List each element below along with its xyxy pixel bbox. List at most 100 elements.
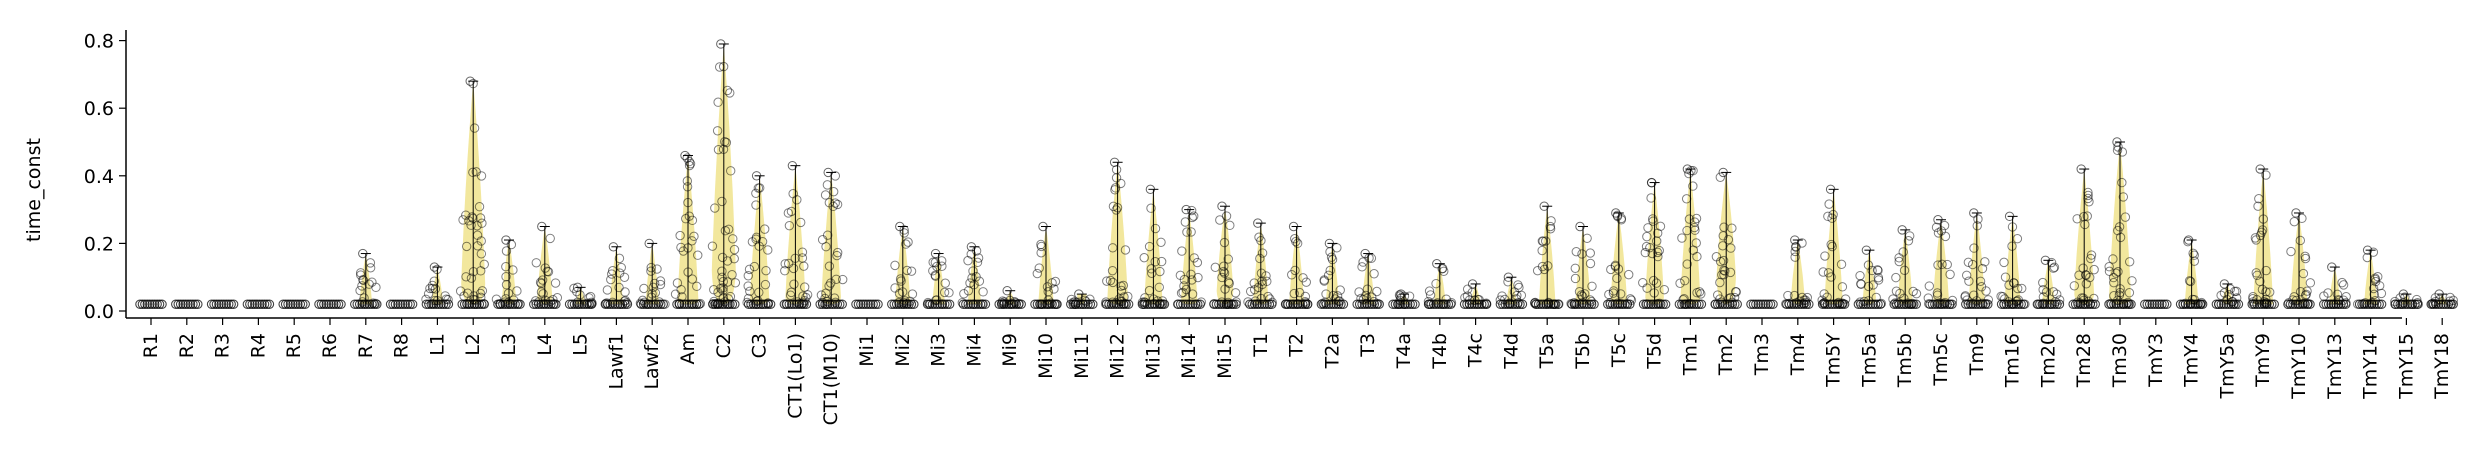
data-point	[365, 263, 376, 273]
data-point	[1175, 299, 1186, 309]
data-point	[259, 299, 270, 309]
data-point	[890, 260, 900, 271]
data-point	[2142, 299, 2152, 309]
y-tick-label: 0.2	[84, 233, 114, 255]
category-group	[1243, 218, 1277, 309]
data-point	[512, 286, 522, 296]
category-group	[1710, 167, 1742, 309]
data-point	[1186, 227, 1196, 237]
data-point	[966, 242, 977, 252]
data-point	[1176, 288, 1187, 298]
data-point	[336, 299, 346, 309]
data-point	[2082, 211, 2092, 221]
data-point	[1971, 296, 1982, 306]
category-group	[2352, 245, 2387, 309]
data-point	[1608, 288, 1619, 298]
data-point	[2298, 268, 2309, 279]
data-point	[432, 264, 442, 275]
data-point	[2338, 280, 2349, 290]
x-tick-label: TmY18	[2431, 333, 2453, 400]
x-tick-label: T1	[1250, 333, 1272, 358]
data-point	[710, 203, 720, 213]
data-point	[1399, 299, 1410, 309]
data-point	[1178, 299, 1188, 309]
data-point	[1223, 254, 1233, 264]
y-axis-label: time_const	[23, 138, 45, 242]
data-point	[1961, 270, 1972, 281]
data-point	[1964, 276, 1974, 286]
data-point	[792, 297, 802, 307]
data-point	[2113, 142, 2123, 152]
data-point	[1049, 284, 1059, 294]
data-point	[464, 299, 474, 309]
data-point	[1838, 298, 1848, 309]
data-point	[508, 265, 518, 275]
data-point	[2445, 292, 2455, 303]
x-tick-label: T4b	[1429, 333, 1451, 370]
data-point	[369, 299, 380, 309]
x-tick-label: R5	[283, 333, 305, 358]
data-point	[357, 281, 367, 291]
data-point	[1187, 289, 1198, 299]
data-point	[1681, 194, 1692, 204]
data-point	[1585, 248, 1595, 258]
data-point	[2083, 190, 2093, 201]
data-point	[1575, 221, 1585, 232]
data-point	[1262, 299, 1272, 309]
data-point	[2115, 284, 2125, 294]
x-tick-label: Tm1	[1679, 333, 1701, 376]
data-point	[2362, 245, 2373, 255]
data-point	[708, 298, 718, 309]
data-point	[868, 299, 878, 309]
data-point	[1906, 299, 1917, 309]
data-point	[1967, 259, 1978, 270]
data-point	[761, 265, 771, 276]
data-point	[1833, 298, 1843, 308]
data-point	[1142, 299, 1153, 309]
y-ticks: 0.0 0.2 0.4 0.6 0.8	[84, 31, 126, 323]
data-point	[723, 224, 734, 234]
data-point	[682, 176, 693, 186]
data-point	[760, 224, 770, 234]
data-point	[2113, 266, 2123, 277]
data-point	[606, 274, 616, 285]
data-point	[780, 259, 790, 269]
data-point	[1288, 299, 1298, 309]
data-point	[718, 285, 728, 296]
data-point	[1999, 257, 2009, 268]
data-point	[682, 182, 693, 192]
data-point	[2048, 263, 2059, 273]
data-point	[901, 239, 911, 249]
data-point	[1975, 276, 1986, 286]
data-point	[1145, 184, 1156, 195]
data-point	[1655, 221, 1666, 232]
data-point	[798, 298, 808, 308]
data-point	[1156, 237, 1166, 247]
data-point	[1727, 297, 1737, 307]
y-tick-label: 0.6	[84, 98, 114, 120]
data-point	[648, 299, 659, 309]
data-point	[721, 137, 732, 148]
data-point	[602, 285, 613, 295]
data-point	[1937, 259, 1947, 270]
data-point	[1753, 299, 1764, 309]
data-point	[2326, 299, 2336, 309]
data-point	[503, 288, 514, 299]
data-point	[763, 298, 773, 308]
data-point	[476, 292, 486, 303]
data-point	[714, 62, 725, 72]
data-point	[1431, 278, 1441, 289]
data-point	[1428, 299, 1439, 309]
data-point	[278, 299, 288, 309]
data-point	[1610, 261, 1621, 272]
x-tick-label: Mi12	[1107, 333, 1129, 379]
data-point	[1245, 299, 1255, 309]
category-group	[2068, 164, 2100, 309]
data-point	[458, 215, 468, 225]
data-point	[427, 283, 438, 294]
data-point	[622, 297, 632, 308]
data-point	[1292, 238, 1303, 249]
data-point	[639, 283, 649, 294]
data-point	[468, 167, 478, 178]
data-point	[1360, 248, 1370, 259]
